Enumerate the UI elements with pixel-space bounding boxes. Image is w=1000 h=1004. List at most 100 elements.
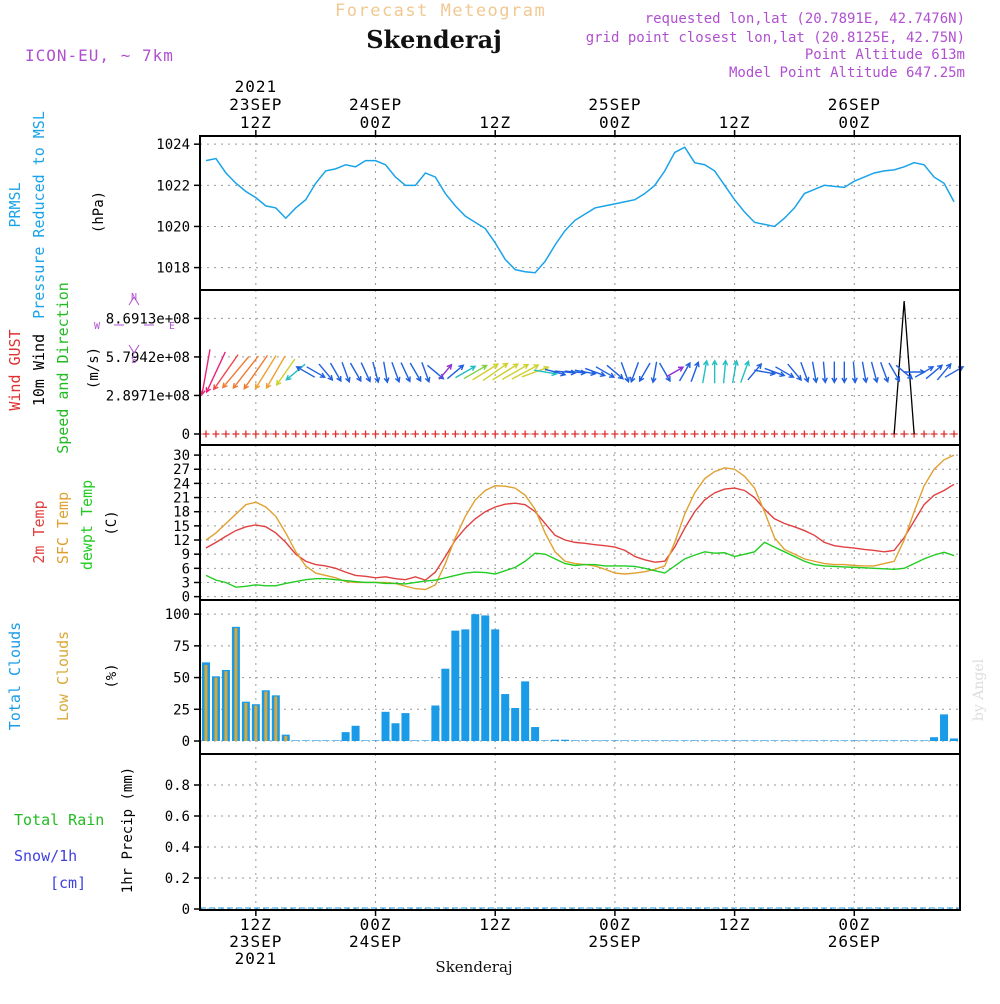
cloud-total-bar bbox=[640, 740, 649, 741]
gust-marker bbox=[501, 430, 509, 438]
gust-marker bbox=[511, 430, 519, 438]
top-axis-label: 12Z bbox=[240, 113, 272, 132]
y-tick-label: 6 bbox=[182, 561, 190, 577]
gust-marker bbox=[302, 430, 310, 438]
cloud-total-bar bbox=[441, 668, 450, 741]
y-tick-label: 2.8971e+08 bbox=[106, 388, 190, 404]
pressure-unit: (hPa) bbox=[91, 191, 107, 233]
cloud-total-bar bbox=[800, 740, 809, 741]
cloud-total-bar bbox=[820, 740, 829, 741]
cloud-low-bar bbox=[254, 705, 258, 741]
wind-arrow bbox=[306, 366, 326, 378]
gust-marker bbox=[810, 430, 818, 438]
wind-arrow bbox=[492, 363, 520, 381]
cloud-total-bar bbox=[381, 711, 390, 741]
cloud-total-bar bbox=[770, 740, 779, 741]
cloud-total-bar bbox=[471, 614, 480, 741]
wind-arrow bbox=[285, 363, 306, 381]
pressure-label-prmsl: PRMSL bbox=[6, 182, 24, 227]
wind-arrow bbox=[501, 363, 530, 381]
cloud-total-bar bbox=[860, 740, 869, 741]
gust-marker bbox=[202, 430, 210, 438]
y-tick-label: 27 bbox=[173, 462, 190, 478]
cloud-low-bar bbox=[204, 664, 208, 741]
wind-arrow bbox=[831, 361, 838, 384]
panel-frame bbox=[199, 444, 961, 601]
compass-rose-icon bbox=[114, 296, 154, 354]
panel-frame bbox=[199, 135, 961, 291]
wind-arrow bbox=[851, 361, 858, 384]
cloud-total-bar bbox=[521, 681, 530, 741]
gust-marker bbox=[900, 430, 908, 438]
gust-marker bbox=[850, 430, 858, 438]
cloud-total-bar bbox=[690, 740, 699, 741]
gust-marker bbox=[451, 430, 459, 438]
cloud-low-bar bbox=[274, 696, 278, 741]
cloud-total-bar bbox=[361, 740, 370, 741]
cloud-low-bar bbox=[264, 691, 268, 741]
gust-marker bbox=[471, 430, 479, 438]
temp-dewpoint-line bbox=[205, 541, 955, 588]
wind-arrow bbox=[265, 355, 286, 390]
gust-marker bbox=[521, 430, 529, 438]
wind-arrow bbox=[341, 361, 351, 384]
wind-arrow bbox=[472, 363, 500, 381]
cloud-total-bar bbox=[740, 740, 749, 741]
bottom-axis-label: 00Z bbox=[838, 915, 870, 934]
wind-arrow bbox=[391, 361, 401, 384]
cloud-total-bar bbox=[331, 740, 340, 741]
y-tick-label: 0 bbox=[182, 427, 190, 443]
wind-gust-label: Wind GUST bbox=[6, 329, 24, 410]
wind-arrow bbox=[747, 362, 763, 381]
gust-marker bbox=[860, 430, 868, 438]
cloud-low-bar bbox=[214, 677, 218, 741]
gust-marker bbox=[751, 430, 759, 438]
bottom-axis-label: 12Z bbox=[240, 915, 272, 934]
y-tick-label: 18 bbox=[173, 505, 190, 521]
total-clouds-label: Total Clouds bbox=[6, 622, 24, 730]
wind-arrow bbox=[711, 359, 718, 384]
gust-marker bbox=[372, 430, 380, 438]
pressure-label-msl: Pressure Reduced to MSL bbox=[30, 111, 48, 319]
y-tick-label: 8.6913e+08 bbox=[106, 311, 190, 327]
cloud-total-bar bbox=[590, 740, 599, 741]
cloud-low-bar bbox=[224, 671, 228, 741]
wind-arrow bbox=[349, 362, 362, 383]
wind-arrow bbox=[606, 364, 624, 380]
cloud-total-bar bbox=[531, 727, 540, 741]
temp-dewpoint-label: dewpt Temp bbox=[78, 480, 96, 570]
top-axis-label: 23SEP bbox=[229, 95, 282, 114]
gust-marker bbox=[651, 430, 659, 438]
y-tick-label: 1020 bbox=[156, 219, 190, 235]
top-axis-label: 00Z bbox=[838, 113, 870, 132]
gust-marker bbox=[401, 430, 409, 438]
cloud-total-bar bbox=[940, 714, 949, 741]
gust-marker bbox=[461, 430, 469, 438]
cloud-total-bar bbox=[930, 737, 939, 741]
wind-arrow bbox=[438, 363, 453, 380]
gust-marker bbox=[711, 430, 719, 438]
compass-w: W bbox=[94, 321, 101, 332]
cloud-total-bar bbox=[680, 740, 689, 741]
gust-marker bbox=[790, 430, 798, 438]
cloud-total-bar bbox=[371, 740, 380, 741]
cloud-total-bar bbox=[870, 740, 879, 741]
top-axis-label: 25SEP bbox=[588, 95, 641, 114]
top-axis-label: 00Z bbox=[599, 113, 631, 132]
wind-arrow bbox=[811, 361, 819, 384]
wind-arrow bbox=[731, 359, 739, 384]
wind-arrow bbox=[775, 366, 795, 378]
gust-marker bbox=[830, 430, 838, 438]
gust-marker bbox=[292, 430, 300, 438]
temp-unit: (C) bbox=[104, 510, 120, 535]
gust-marker bbox=[421, 430, 429, 438]
bottom-axis-label: 12Z bbox=[479, 915, 511, 934]
wind-arrow bbox=[205, 351, 226, 394]
y-tick-label: 0 bbox=[182, 590, 190, 606]
gust-marker bbox=[262, 430, 270, 438]
y-tick-label: 24 bbox=[173, 476, 190, 492]
wind-speed-spike bbox=[893, 300, 915, 435]
cloud-total-bar bbox=[491, 629, 500, 741]
gust-marker bbox=[352, 430, 360, 438]
cloud-low-bar bbox=[234, 628, 238, 741]
